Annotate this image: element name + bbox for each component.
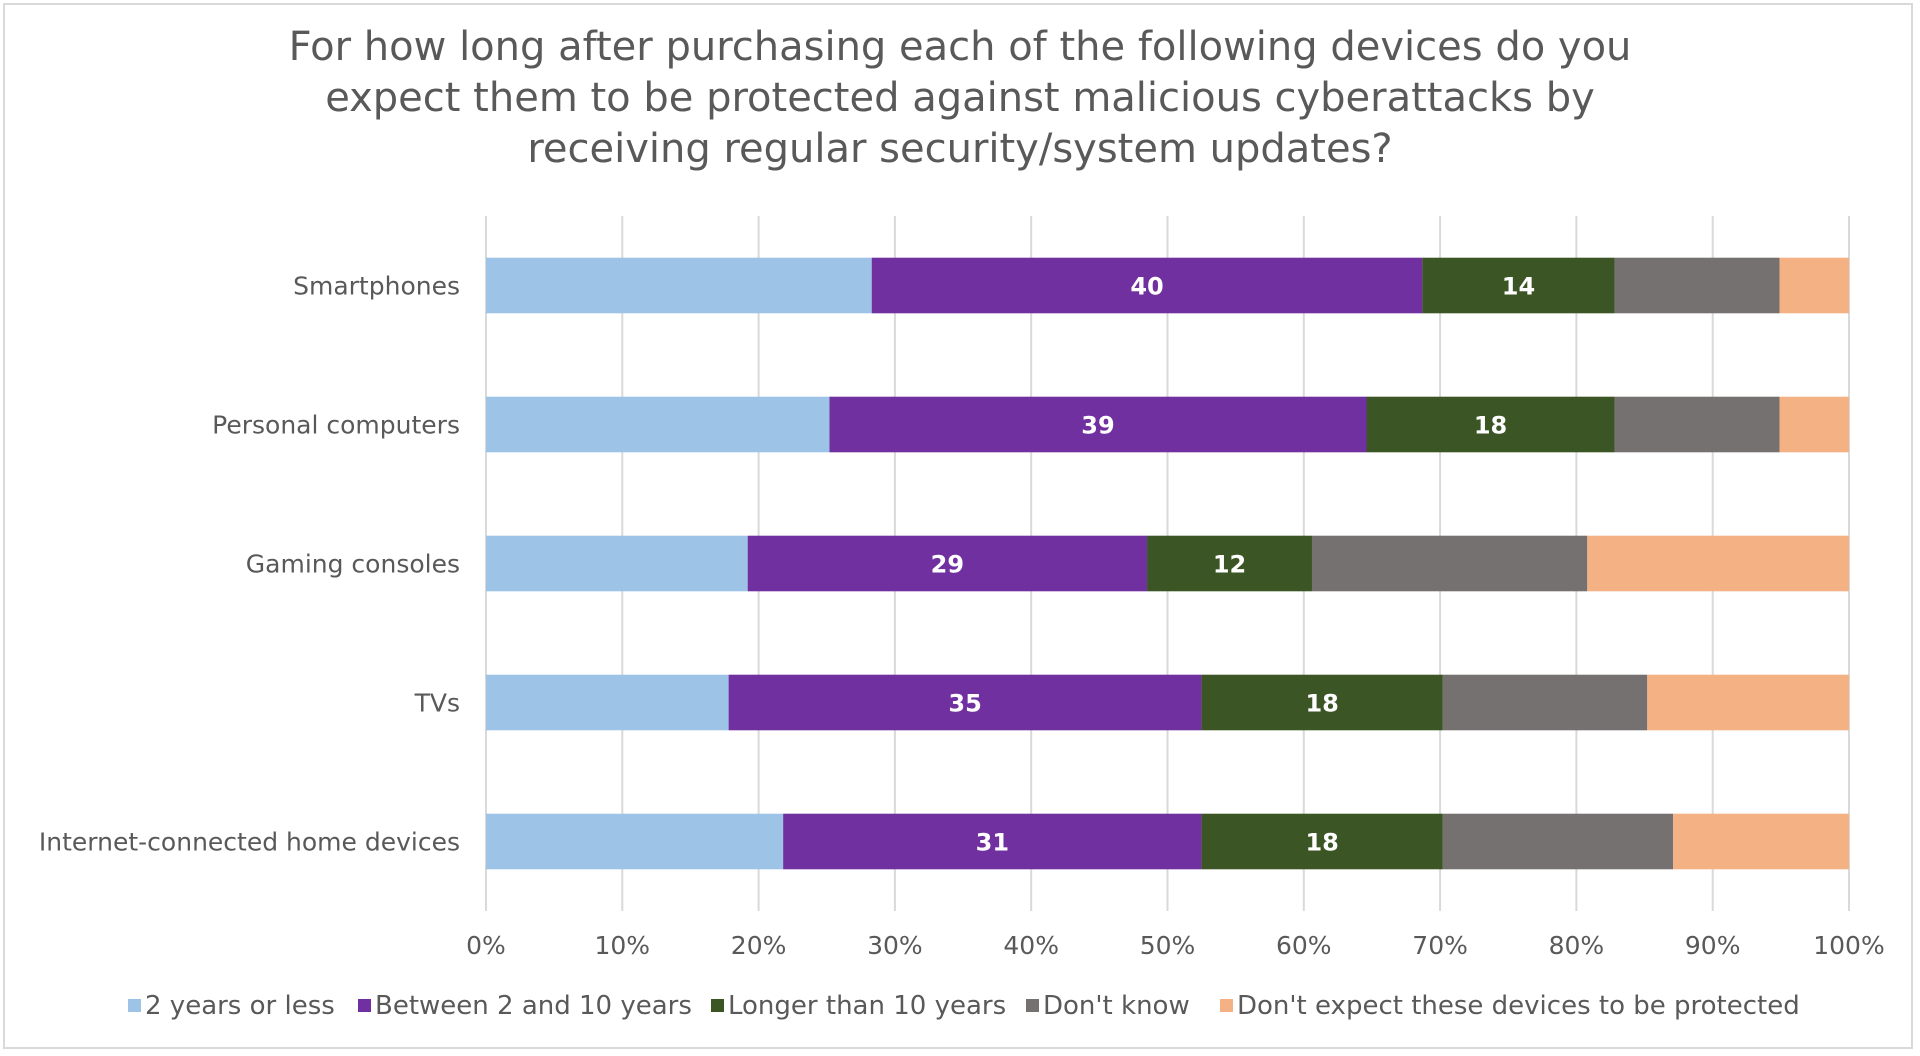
legend-label: Longer than 10 years xyxy=(728,991,1006,1021)
legend-item: Don't expect these devices to be protect… xyxy=(1220,991,1800,1021)
legend-label: 2 years or less xyxy=(145,991,335,1021)
x-tick-label: 40% xyxy=(1003,931,1059,960)
x-axis-labels: 0% 10% 20% 30% 40% 50% 60% 70% 80% 90% 100% xyxy=(466,931,1885,960)
data-label: 40 xyxy=(1130,273,1163,301)
x-tick-label: 80% xyxy=(1549,931,1605,960)
bar-segment xyxy=(486,674,729,731)
bar-segment xyxy=(486,257,872,314)
x-tick-label: 90% xyxy=(1685,931,1741,960)
bar-segment xyxy=(871,257,1423,314)
bar-segment xyxy=(1147,535,1312,592)
bar-segment xyxy=(1442,813,1674,870)
legend-item: Between 2 and 10 years xyxy=(358,991,692,1021)
legend-label: Between 2 and 10 years xyxy=(375,991,692,1021)
legend: 2 years or less Between 2 and 10 years Lon… xyxy=(128,991,1800,1021)
legend-swatch xyxy=(711,999,724,1012)
bar-segment xyxy=(1673,813,1849,870)
legend-item: Don't know xyxy=(1026,991,1190,1021)
bar-segment xyxy=(1422,257,1615,314)
legend-label: Don't expect these devices to be protect… xyxy=(1237,991,1800,1021)
data-label: 18 xyxy=(1474,412,1507,440)
x-tick-label: 100% xyxy=(1813,931,1884,960)
bar-segment xyxy=(1442,674,1648,731)
legend-item: Longer than 10 years xyxy=(711,991,1006,1021)
data-label: 18 xyxy=(1305,690,1338,718)
x-tick-label: 60% xyxy=(1276,931,1332,960)
bar-segment xyxy=(1779,257,1849,314)
bar-segment xyxy=(1647,674,1849,731)
bar-segment xyxy=(1614,257,1780,314)
legend-item: 2 years or less xyxy=(128,991,335,1021)
chart-title-line-1: For how long after purchasing each of th… xyxy=(288,24,1632,70)
bar-segment xyxy=(1779,396,1849,453)
category-label: Smartphones xyxy=(293,272,460,301)
bar-row: 40 14 xyxy=(486,257,1849,314)
data-label: 18 xyxy=(1305,829,1338,857)
bar-segment xyxy=(829,396,1367,453)
chart-title-line-2: expect them to be protected against mali… xyxy=(325,75,1595,121)
legend-swatch xyxy=(128,999,141,1012)
bar-row: 39 18 xyxy=(486,396,1849,453)
data-label: 14 xyxy=(1502,273,1535,301)
bars: 40 14 39 18 29 12 35 18 31 18 xyxy=(486,257,1849,870)
legend-label: Don't know xyxy=(1043,991,1190,1021)
x-tick-label: 10% xyxy=(595,931,651,960)
x-tick-label: 70% xyxy=(1412,931,1468,960)
x-tick-label: 20% xyxy=(731,931,787,960)
data-label: 29 xyxy=(931,551,964,579)
bar-segment xyxy=(1201,813,1443,870)
legend-swatch xyxy=(1220,999,1233,1012)
x-tick-label: 30% xyxy=(867,931,923,960)
bar-segment xyxy=(1201,674,1443,731)
bar-row: 29 12 xyxy=(486,535,1849,592)
chart-title: For how long after purchasing each of th… xyxy=(0,22,1920,175)
category-label: TVs xyxy=(414,689,460,718)
bar-segment xyxy=(1587,535,1849,592)
category-label: Personal computers xyxy=(212,411,460,440)
bar-segment xyxy=(486,535,748,592)
data-label: 31 xyxy=(976,829,1009,857)
bar-row: 31 18 xyxy=(486,813,1849,870)
bar-segment xyxy=(1614,396,1780,453)
legend-swatch xyxy=(358,999,371,1012)
category-label: Gaming consoles xyxy=(246,550,460,579)
data-label: 12 xyxy=(1213,551,1246,579)
bar-segment xyxy=(486,396,830,453)
data-label: 35 xyxy=(948,690,981,718)
data-label: 39 xyxy=(1081,412,1114,440)
bar-segment xyxy=(1311,535,1588,592)
bar-segment xyxy=(728,674,1202,731)
bar-segment xyxy=(1366,396,1615,453)
bar-row: 35 18 xyxy=(486,674,1849,731)
category-label: Internet-connected home devices xyxy=(39,828,460,857)
bar-segment xyxy=(486,813,784,870)
y-axis-labels: Smartphones Personal computers Gaming cons… xyxy=(39,272,460,857)
legend-swatch xyxy=(1026,999,1039,1012)
chart-title-line-3: receiving regular security/system update… xyxy=(527,126,1393,172)
chart-frame xyxy=(3,3,1913,1049)
bar-segment xyxy=(747,535,1148,592)
x-tick-label: 50% xyxy=(1140,931,1196,960)
bar-segment xyxy=(783,813,1202,870)
x-tick-label: 0% xyxy=(466,931,506,960)
